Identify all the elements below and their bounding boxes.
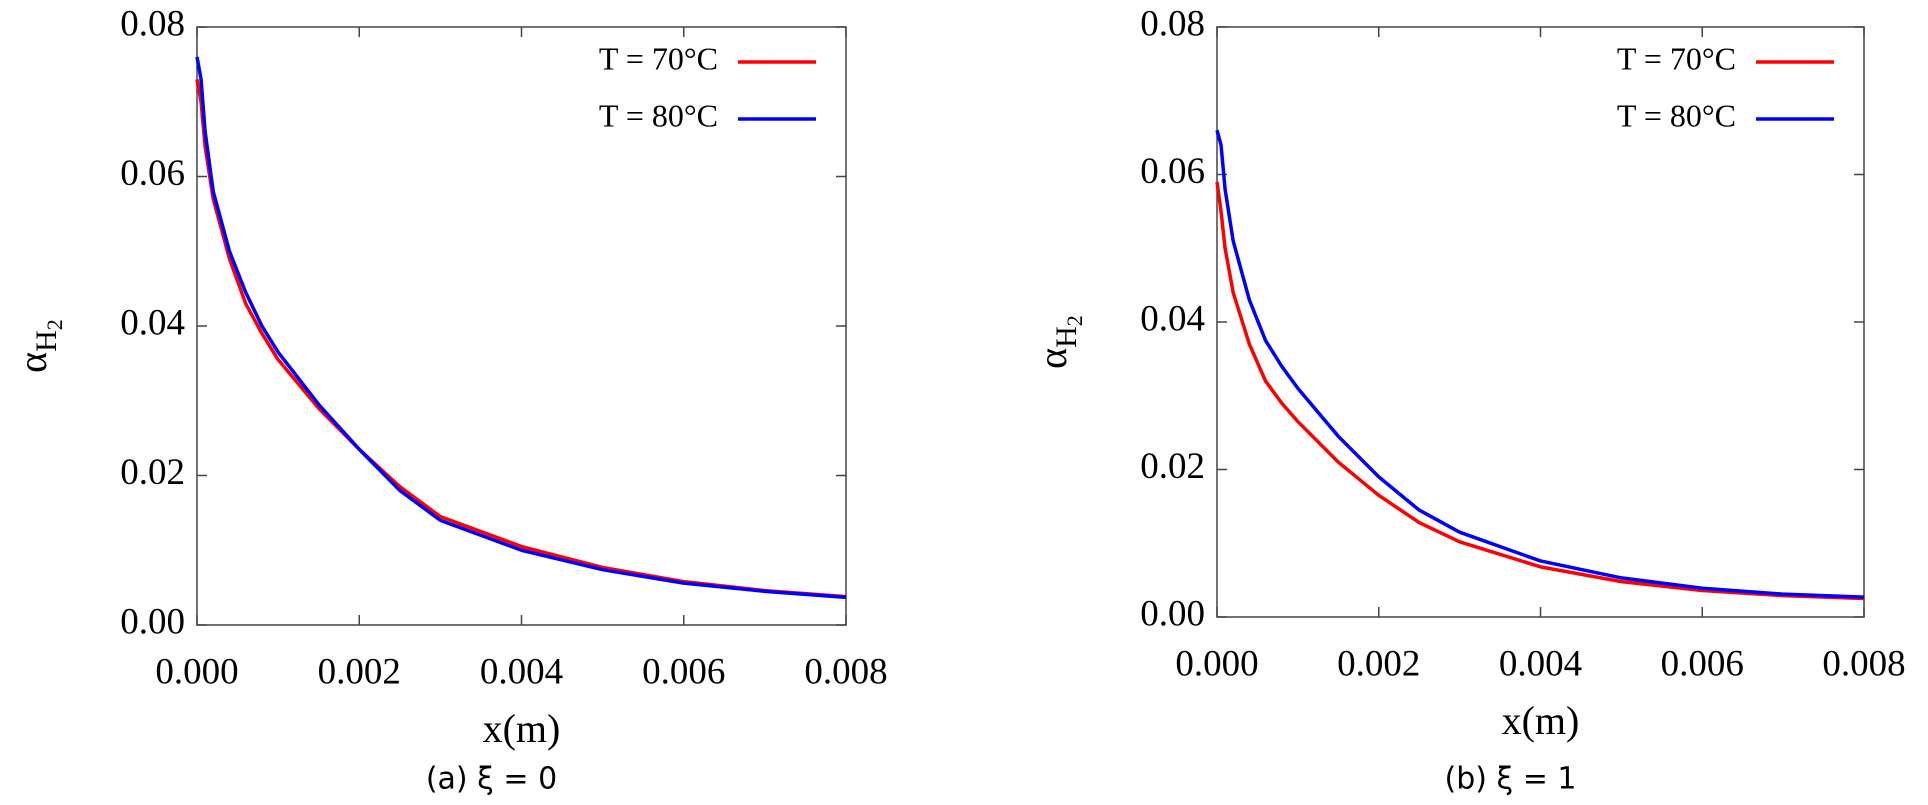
x-tick-label: 0.002 (318, 651, 401, 692)
x-tick-label: 0.008 (1822, 643, 1905, 684)
y-axis-label-subsub: 2 (1062, 315, 1087, 326)
y-tick-label: 0.04 (120, 302, 185, 343)
y-tick-label: 0.00 (120, 601, 185, 642)
y-tick-label: 0.04 (1140, 298, 1205, 339)
x-tick-label: 0.000 (1175, 643, 1258, 684)
y-axis-label-symbol: α (10, 352, 55, 373)
legend-label: T = 80°C (1617, 97, 1736, 133)
x-tick-label: 0.008 (804, 651, 887, 692)
series-line (1215, 181, 1865, 601)
y-axis-label-sub: H (1050, 326, 1083, 348)
x-tick-label: 0.004 (1499, 643, 1582, 684)
y-axis-label-subsub: 2 (42, 319, 67, 330)
x-axis-label: x(m) (1502, 698, 1580, 743)
y-axis-label: αH2 (1030, 315, 1087, 369)
y-axis-label-symbol: α (1030, 348, 1075, 369)
chart: 0.00 0.02 0.04 0.06 0.08 0.000 0.002 0.004 0.006… (1030, 3, 1905, 796)
caption: (a) ξ = 0 (426, 762, 557, 797)
x-tick-label: 0.000 (155, 651, 238, 692)
series-line (195, 79, 847, 599)
x-tick-label: 0.004 (480, 651, 563, 692)
x-tick-label: 0.006 (642, 651, 725, 692)
plot-frame (196, 26, 847, 626)
y-tick-label: 0.02 (1140, 446, 1205, 487)
y-tick-label: 0.08 (1140, 3, 1205, 44)
y-tick-label: 0.06 (1140, 151, 1205, 192)
y-axis-label-sub: H (30, 330, 63, 352)
x-axis-label: x(m) (483, 706, 561, 751)
y-axis-label: αH2 (10, 319, 67, 373)
x-tick-label: 0.002 (1337, 643, 1420, 684)
series-line (1215, 129, 1865, 599)
y-tick-label: 0.02 (120, 452, 185, 493)
y-tick-label: 0.06 (120, 153, 185, 194)
legend-label: T = 70°C (1617, 40, 1736, 76)
x-tick-label: 0.006 (1661, 643, 1744, 684)
series-line (195, 56, 847, 600)
plot-frame (1216, 26, 1865, 618)
caption: (b) ξ = 1 (1444, 762, 1576, 797)
y-tick-label: 0.00 (1140, 593, 1205, 634)
legend-label: T = 80°C (599, 97, 718, 133)
chart: 0.00 0.02 0.04 0.06 0.08 0.000 0.002 0.004 0.006… (10, 3, 887, 796)
y-tick-label: 0.08 (120, 3, 185, 44)
legend-label: T = 70°C (599, 40, 718, 76)
